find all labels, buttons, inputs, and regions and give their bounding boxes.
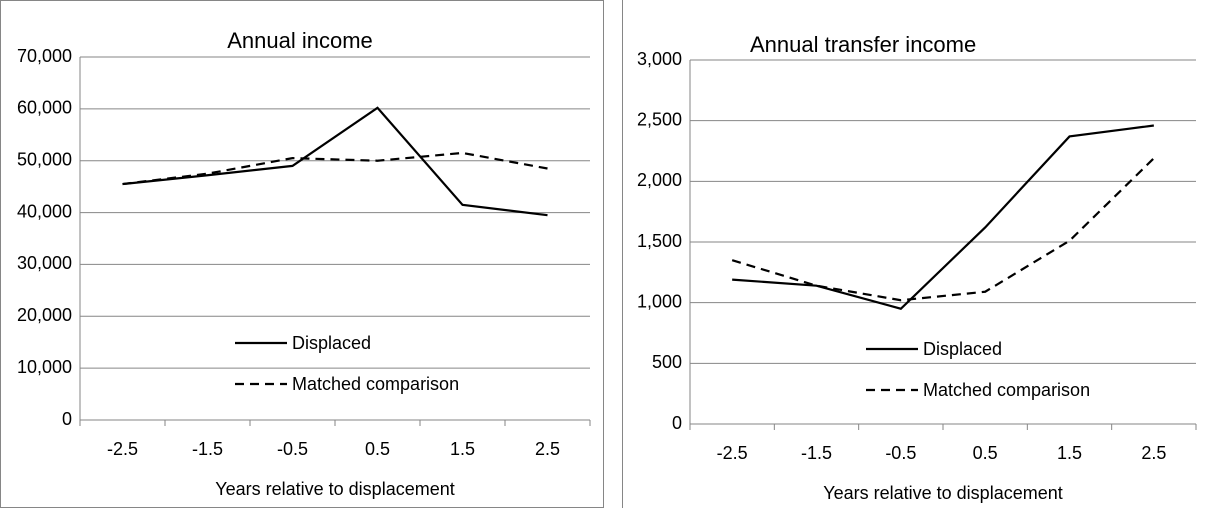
y-tick-label: 0	[672, 413, 682, 433]
x-tick-label: 1.5	[1057, 443, 1082, 463]
y-tick-label: 30,000	[17, 253, 72, 273]
x-tick-label: -0.5	[277, 439, 308, 459]
x-axis-title: Years relative to displacement	[215, 479, 454, 499]
x-tick-label: 0.5	[365, 439, 390, 459]
x-tick-label: 2.5	[1141, 443, 1166, 463]
x-axis-title: Years relative to displacement	[823, 483, 1062, 503]
legend-label: Matched comparison	[923, 380, 1090, 400]
y-tick-label: 50,000	[17, 149, 72, 169]
legend-label: Displaced	[923, 339, 1002, 359]
series-line	[122, 106, 548, 217]
y-tick-label: 1,000	[637, 291, 682, 311]
y-tick-label: 70,000	[17, 46, 72, 66]
y-tick-label: 40,000	[17, 201, 72, 221]
panel-frame	[0, 0, 604, 508]
x-tick-label: -1.5	[192, 439, 223, 459]
y-tick-label: 2,000	[637, 170, 682, 190]
series-line	[732, 124, 1154, 310]
y-tick-label: 500	[652, 352, 682, 372]
y-tick-label: 0	[62, 409, 72, 429]
y-tick-label: 3,000	[637, 49, 682, 69]
legend-label: Matched comparison	[292, 374, 459, 394]
x-tick-label: 1.5	[450, 439, 475, 459]
series-line	[731, 157, 1155, 302]
x-tick-label: -1.5	[801, 443, 832, 463]
y-tick-label: 60,000	[17, 98, 72, 118]
y-tick-label: 10,000	[17, 357, 72, 377]
legend-label: Displaced	[292, 333, 371, 353]
x-tick-label: 0.5	[973, 443, 998, 463]
y-tick-label: 20,000	[17, 305, 72, 325]
series-line	[122, 151, 548, 186]
y-tick-label: 1,500	[637, 231, 682, 251]
x-tick-label: -2.5	[107, 439, 138, 459]
chart-title: Annual transfer income	[750, 32, 976, 57]
x-tick-label: 2.5	[535, 439, 560, 459]
x-tick-label: -0.5	[885, 443, 916, 463]
x-tick-label: -2.5	[717, 443, 748, 463]
chart-title: Annual income	[227, 28, 373, 53]
y-tick-label: 2,500	[637, 109, 682, 129]
